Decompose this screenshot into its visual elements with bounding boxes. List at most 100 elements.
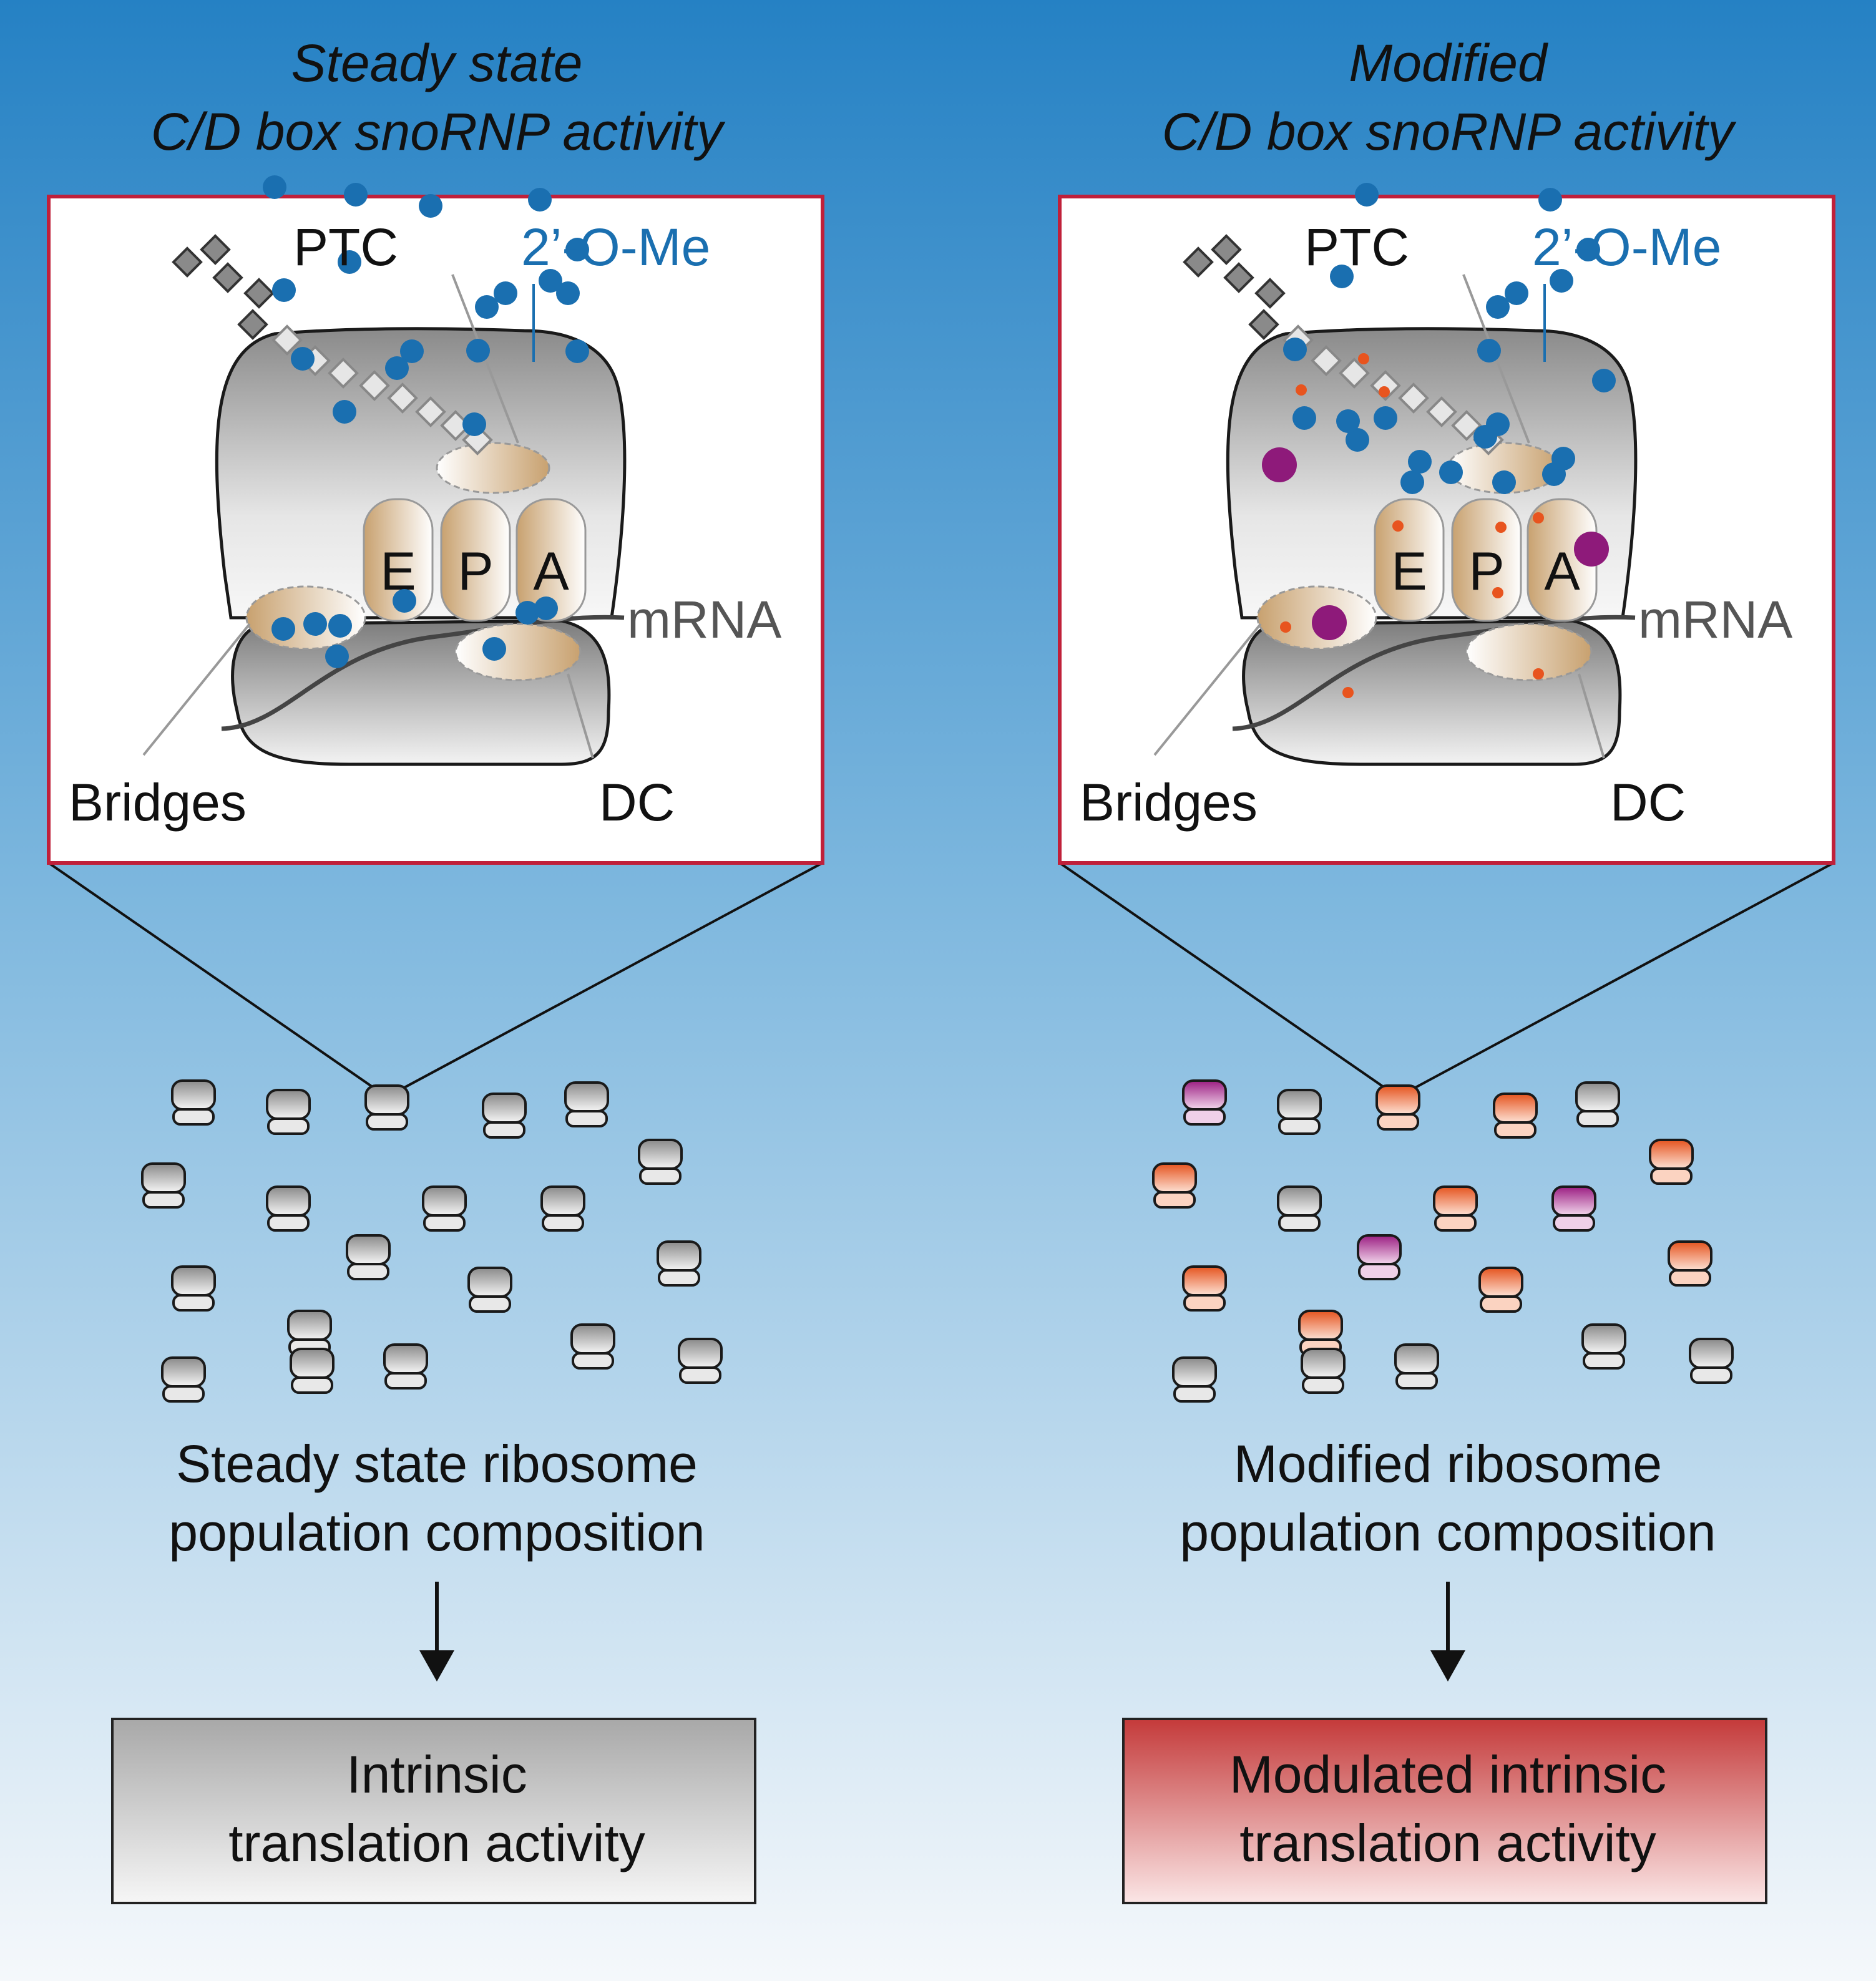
dc-label: DC (599, 773, 675, 832)
methylation-dot (1505, 281, 1528, 305)
bridges-label: Bridges (1080, 773, 1258, 832)
panel-title-line1: Steady state (291, 34, 583, 92)
ribosome-icon (141, 1162, 186, 1209)
population-caption-line2: population composition (169, 1503, 705, 1562)
methylation-dot (1592, 369, 1616, 392)
ribosome-icon (467, 1267, 512, 1313)
ribosome-population (141, 1079, 723, 1403)
bridges-leader (1153, 623, 1262, 756)
reduced-methylation-dot (1280, 621, 1291, 633)
methylation-dot (328, 614, 352, 638)
down-arrow-head (1430, 1650, 1465, 1682)
population-caption-line2: population composition (1180, 1503, 1716, 1562)
methylation-dot (291, 347, 315, 371)
tRNA-site-E (1374, 498, 1445, 622)
ribosome-icon (1301, 1348, 1346, 1394)
ribosome-icon (1478, 1267, 1523, 1313)
methylation-dot (272, 278, 296, 302)
ribosome-icon (1277, 1089, 1322, 1135)
ribosome-icon (1581, 1323, 1626, 1370)
methylation-dot (1355, 183, 1379, 207)
methylation-sites (1262, 183, 1616, 698)
methylation-dot (1551, 447, 1575, 470)
methylation-dot (385, 356, 409, 380)
ribosome-icon (171, 1265, 216, 1312)
panel-title-line2: C/D box snoRNP activity (1162, 102, 1737, 161)
ribosome-icon (171, 1079, 216, 1126)
bridges-label: Bridges (69, 773, 247, 832)
nascent-peptide-chain (1183, 234, 1504, 455)
ribosome-icon (1668, 1240, 1712, 1287)
ribosome-icon (266, 1089, 311, 1135)
panel-title-line1: Modified (1349, 34, 1548, 92)
site-label-A: A (533, 542, 569, 601)
ribosome-icon (1182, 1265, 1227, 1312)
site-label-P: P (457, 542, 493, 601)
ribosome-population (1152, 1079, 1734, 1403)
ribosome-icon (383, 1343, 428, 1390)
dc-label: DC (1610, 773, 1686, 832)
reduced-methylation-dot (1533, 512, 1544, 523)
ribosome-icon (1277, 1185, 1322, 1232)
ribosome-icon (1375, 1084, 1420, 1131)
dc-leader (1578, 673, 1605, 759)
methylation-dot (271, 617, 295, 641)
methylation-dot (1336, 409, 1360, 433)
methylation-dot (1486, 295, 1510, 319)
ribosome-icon (290, 1348, 335, 1394)
tRNA-site-A (515, 498, 587, 622)
ome-label: 2’-O-Me (1532, 218, 1721, 276)
nascent-peptide-chain (172, 234, 493, 455)
methylation-dot (1374, 406, 1397, 430)
methylation-dot (462, 412, 486, 436)
methylation-dot (303, 612, 327, 636)
site-label-E: E (1391, 542, 1427, 601)
ptc-region (436, 442, 550, 494)
outcome-line2: translation activity (228, 1814, 645, 1872)
methylation-dot (539, 269, 562, 293)
ribosome-icon (161, 1356, 206, 1403)
ribosome-icon (266, 1185, 311, 1232)
outcome-line1: Intrinsic (346, 1745, 527, 1804)
methylation-dot (1408, 450, 1432, 474)
outcome-box (1122, 1718, 1767, 1904)
ribosome-icon (1172, 1356, 1217, 1403)
outcome-line2: translation activity (1239, 1814, 1656, 1872)
methylation-dot (1400, 470, 1424, 494)
ribosome-icon (346, 1234, 391, 1280)
methylation-dot (1292, 406, 1316, 430)
mrna-label: mRNA (627, 590, 781, 649)
reduced-methylation-dot (1296, 384, 1307, 396)
methylation-dot (1283, 338, 1307, 361)
panel-title-line2: C/D box snoRNP activity (151, 102, 726, 161)
methylation-dot (565, 339, 589, 363)
ribosome-icon (482, 1093, 527, 1139)
down-arrow-head (419, 1650, 454, 1682)
reduced-methylation-dot (1358, 353, 1369, 364)
reduced-methylation-dot (1492, 587, 1503, 598)
ribosome-icon (1689, 1338, 1734, 1384)
ome-label: 2’-O-Me (521, 218, 710, 276)
reduced-methylation-dot (1533, 668, 1544, 679)
mrna-label: mRNA (1638, 590, 1792, 649)
ribosome-icon (1357, 1234, 1402, 1280)
methylation-dot (333, 400, 356, 424)
ribosome-icon (657, 1240, 701, 1287)
ribosome-icon (1433, 1185, 1478, 1232)
tRNA-site-E (363, 498, 434, 622)
methylation-dot (482, 637, 506, 661)
methylation-dot (1473, 425, 1497, 449)
ribosome-icon (678, 1338, 723, 1384)
methylation-dot (475, 295, 499, 319)
ribosome-icon (1575, 1081, 1620, 1127)
methylation-dot (1330, 265, 1354, 288)
methylation-dot (1439, 460, 1463, 484)
ribosome-icon (564, 1081, 609, 1127)
ribosome-icon (364, 1084, 409, 1131)
bridges-leader (142, 623, 251, 756)
ribosome-icon (1394, 1343, 1439, 1390)
methylation-dot (263, 175, 286, 199)
population-caption-line1: Steady state ribosome (176, 1434, 698, 1493)
